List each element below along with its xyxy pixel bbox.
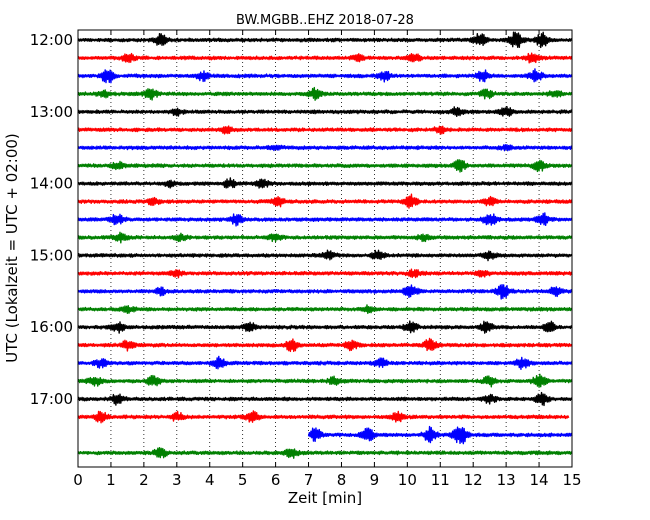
trace-1215 — [77, 52, 573, 64]
trace-1400 — [77, 177, 573, 189]
trace-1345 — [77, 159, 573, 173]
y-tick-label: 14:00 — [30, 175, 73, 193]
trace-1445 — [77, 231, 573, 244]
trace-1230 — [77, 68, 573, 84]
y-tick-label: 15:00 — [30, 246, 73, 264]
trace-1245 — [77, 86, 573, 101]
trace-1200 — [77, 31, 573, 49]
x-tick-label: 4 — [205, 471, 215, 489]
trace-1430 — [77, 212, 573, 227]
x-tick-label: 11 — [431, 471, 450, 489]
x-tick-label: 15 — [562, 471, 581, 489]
x-tick-label: 14 — [530, 471, 549, 489]
y-tick-label: 16:00 — [30, 318, 73, 336]
x-tick-label: 3 — [172, 471, 182, 489]
y-tick-label: 12:00 — [30, 31, 73, 49]
plot-frame — [77, 29, 573, 468]
x-tick-label: 8 — [337, 471, 347, 489]
x-tick-label: 1 — [106, 471, 116, 489]
x-tick-label: 7 — [304, 471, 314, 489]
x-axis-label: Zeit [min] — [288, 489, 362, 507]
trace-1745 — [77, 446, 573, 459]
trace-1730 — [307, 425, 573, 445]
x-tick-label: 9 — [370, 471, 380, 489]
x-tick-label: 10 — [398, 471, 417, 489]
x-tick-label: 13 — [497, 471, 516, 489]
x-tick-label: 5 — [238, 471, 248, 489]
trace-1630 — [77, 355, 573, 371]
trace-1315 — [77, 125, 573, 135]
y-axis-label: UTC (Lokalzeit = UTC + 02:00) — [3, 133, 21, 363]
trace-1600 — [77, 320, 573, 334]
trace-group — [77, 31, 573, 459]
y-tick-label: 13:00 — [30, 103, 73, 121]
trace-1415 — [77, 193, 573, 209]
trace-1545 — [77, 304, 573, 315]
trace-1515 — [77, 268, 573, 279]
trace-1645 — [77, 373, 573, 388]
trace-1715 — [77, 410, 570, 424]
trace-1500 — [77, 249, 573, 262]
y-tick-label: 17:00 — [30, 390, 73, 408]
trace-1300 — [77, 106, 573, 118]
x-tick-label: 12 — [464, 471, 483, 489]
trace-1330 — [77, 144, 573, 152]
x-tick-label: 0 — [73, 471, 83, 489]
trace-1530 — [77, 283, 573, 300]
x-tick-label: 6 — [271, 471, 281, 489]
x-tick-label: 2 — [139, 471, 149, 489]
chart-title: BW.MGBB..EHZ 2018-07-28 — [236, 13, 414, 28]
x-axis: 0 1 2 3 4 5 6 7 8 9 10 11 12 13 14 15 — [73, 30, 582, 489]
vertical-grid — [110, 30, 540, 467]
trace-1615 — [77, 337, 573, 353]
trace-1700 — [77, 391, 573, 407]
y-axis: 12:00 13:00 14:00 15:00 16:00 17:00 — [30, 31, 572, 408]
